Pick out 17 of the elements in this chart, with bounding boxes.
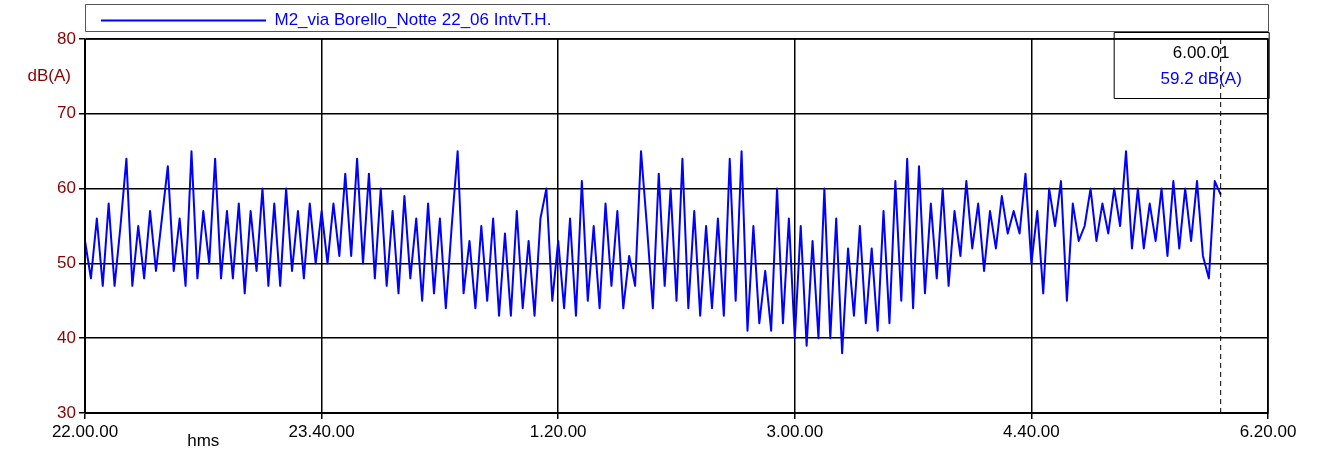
x-tick-label: 4.40.00: [1003, 421, 1060, 441]
x-axis-title: hms: [187, 431, 220, 451]
x-tick-label: 6.20.00: [1239, 421, 1297, 441]
y-tick-label: 80: [57, 28, 76, 48]
y-tick-label: 60: [57, 178, 76, 198]
x-tick-label: 22.00.00: [51, 421, 119, 441]
y-tick-label: 70: [57, 103, 76, 123]
text: M2_via Borello_Notte 22_06 IntvT.H.: [274, 10, 552, 30]
y-axis-title: dB(A): [27, 65, 71, 85]
y-tick-label: 50: [57, 253, 76, 273]
x-tick-label: 1.20.00: [529, 421, 587, 441]
x-tick-label: 23.40.00: [288, 421, 355, 441]
y-tick-label: 40: [57, 327, 76, 347]
y-tick-label: 30: [57, 402, 76, 422]
annotation: 59.2 dB(A): [1160, 68, 1242, 88]
x-tick-label: 3.00.00: [766, 421, 824, 441]
annotation: 6.00.01: [1172, 42, 1230, 62]
